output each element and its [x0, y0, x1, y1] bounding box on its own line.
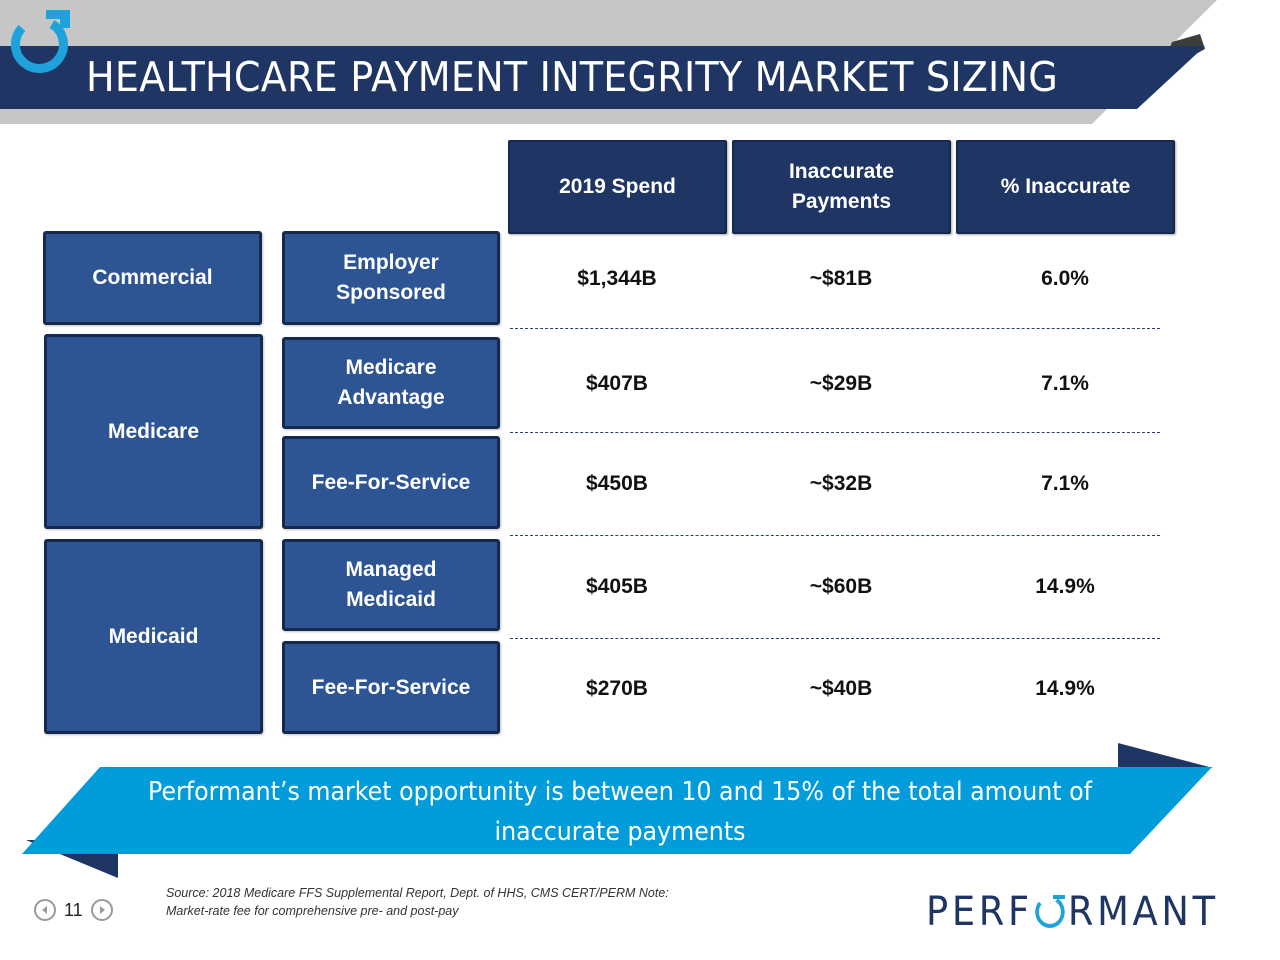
callout-text: Performant’s market opportunity is betwe… — [146, 772, 1095, 852]
source-line: Market-rate fee for comprehensive pre- a… — [166, 904, 459, 918]
source-line: Source: 2018 Medicare FFS Supplemental R… — [166, 886, 669, 900]
subcategory-label: Fee-For-Service — [311, 675, 471, 699]
cell-inaccurate: ~$29B — [809, 372, 873, 395]
cell-spend: $270B — [586, 677, 648, 700]
row-divider — [510, 432, 1160, 433]
performant-o-mark-icon — [11, 10, 70, 73]
column-header-label: % Inaccurate — [1000, 175, 1131, 198]
slide-pager: 11 — [34, 898, 113, 922]
subcategory-label: Managed — [345, 558, 437, 581]
cell-spend: $450B — [586, 472, 648, 495]
row-divider — [510, 535, 1160, 536]
subcategory-employer-sponsored: Employer Sponsored — [282, 231, 500, 325]
cell-inaccurate: ~$32B — [809, 472, 873, 495]
cell-inaccurate: ~$81B — [809, 267, 873, 290]
row-divider — [510, 638, 1160, 639]
chevron-left-circle-icon — [42, 906, 47, 914]
cell-pct: 14.9% — [1035, 677, 1095, 700]
prev-slide-button[interactable] — [34, 899, 56, 921]
header-title-band — [0, 46, 1205, 109]
subcategory-label: Medicaid — [346, 588, 436, 611]
subcategory-medicaid-ffs: Fee-For-Service — [282, 641, 500, 734]
category-medicaid: Medicaid — [44, 539, 263, 734]
cell-inaccurate: ~$60B — [809, 575, 873, 598]
brand-text-suffix: RMANT — [1067, 889, 1219, 935]
cell-spend: $1,344B — [577, 267, 657, 290]
column-header-inaccurate-payments: Inaccurate Payments — [732, 140, 951, 234]
brand-text-prefix: PERF — [926, 889, 1033, 935]
cell-spend: $407B — [586, 372, 648, 395]
row-divider — [510, 328, 1160, 329]
subcategory-label: Advantage — [337, 386, 445, 409]
cell-spend: $405B — [586, 575, 648, 598]
category-label: Medicaid — [108, 624, 199, 648]
subcategory-label: Employer — [343, 251, 439, 274]
category-label: Commercial — [92, 266, 213, 289]
column-header-2019-spend: 2019 Spend — [508, 140, 727, 234]
page-title: HEALTHCARE PAYMENT INTEGRITY MARKET SIZI… — [86, 53, 1058, 101]
callout-banner — [22, 767, 1212, 854]
column-header-label: 2019 Spend — [559, 175, 676, 198]
category-commercial: Commercial — [43, 231, 262, 325]
column-header-label: Payments — [791, 190, 892, 213]
cell-pct: 14.9% — [1035, 575, 1095, 598]
subcategory-medicare-advantage: Medicare Advantage — [282, 337, 500, 429]
performant-logo: PERF RMANT — [926, 888, 1219, 936]
cell-pct: 7.1% — [1041, 472, 1089, 495]
subcategory-medicare-ffs: Fee-For-Service — [282, 436, 500, 529]
subcategory-managed-medicaid: Managed Medicaid — [282, 539, 500, 631]
column-header-label: Inaccurate — [788, 160, 895, 183]
subcategory-label: Sponsored — [336, 281, 446, 304]
subcategory-label: Medicare — [345, 356, 437, 379]
source-note: Source: 2018 Medicare FFS Supplemental R… — [166, 884, 786, 920]
cell-inaccurate: ~$40B — [809, 677, 873, 700]
next-slide-button[interactable] — [90, 899, 113, 921]
cell-pct: 6.0% — [1041, 267, 1089, 290]
chevron-right-circle-icon — [99, 906, 105, 914]
subcategory-label: Fee-For-Service — [311, 470, 471, 494]
category-medicare: Medicare — [44, 334, 263, 529]
page-number: 11 — [64, 900, 83, 920]
callout-line: inaccurate payments — [494, 817, 746, 847]
column-header-pct-inaccurate: % Inaccurate — [956, 140, 1175, 234]
callout-line: Performant’s market opportunity is betwe… — [147, 777, 1092, 807]
cell-pct: 7.1% — [1041, 372, 1089, 395]
brand-o-mark-icon — [1035, 895, 1066, 928]
category-label: Medicare — [107, 419, 200, 443]
